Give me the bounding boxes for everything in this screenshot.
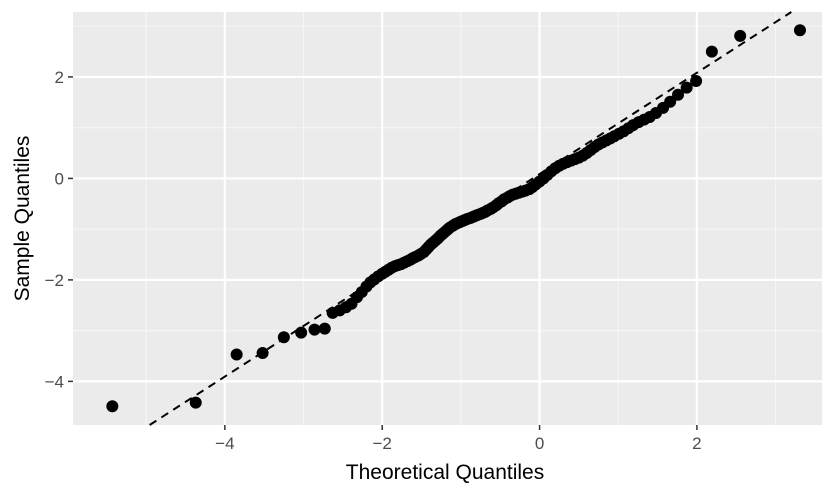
data-point (664, 95, 677, 108)
data-point (308, 323, 321, 336)
y-axis-ticks: −4 −2 0 2 (45, 68, 73, 391)
data-point (793, 24, 806, 37)
data-point (189, 396, 202, 409)
x-tick-label: 0 (535, 434, 544, 453)
plot-panel (73, 12, 822, 425)
data-point (295, 326, 308, 339)
data-points (106, 24, 806, 413)
x-axis-label: Theoretical Quantiles (346, 461, 544, 484)
data-point (672, 88, 685, 101)
data-point (256, 346, 269, 359)
y-tick-label: −2 (45, 271, 64, 290)
x-axis-ticks: −4 −2 0 2 (215, 425, 702, 453)
data-point (277, 331, 290, 344)
major-gridlines (73, 12, 822, 425)
data-point (734, 29, 747, 42)
x-tick-label: −4 (215, 434, 234, 453)
x-tick-label: 2 (692, 434, 701, 453)
y-tick-label: 2 (55, 68, 64, 87)
y-axis-label: Sample Quantiles (11, 136, 34, 302)
y-tick-label: −4 (45, 372, 64, 391)
data-point (705, 45, 718, 58)
data-point (230, 348, 243, 361)
x-tick-label: −2 (373, 434, 392, 453)
data-point (318, 322, 331, 335)
data-point (106, 400, 119, 413)
data-point (680, 81, 693, 94)
data-point (690, 75, 703, 88)
y-tick-label: 0 (55, 169, 64, 188)
